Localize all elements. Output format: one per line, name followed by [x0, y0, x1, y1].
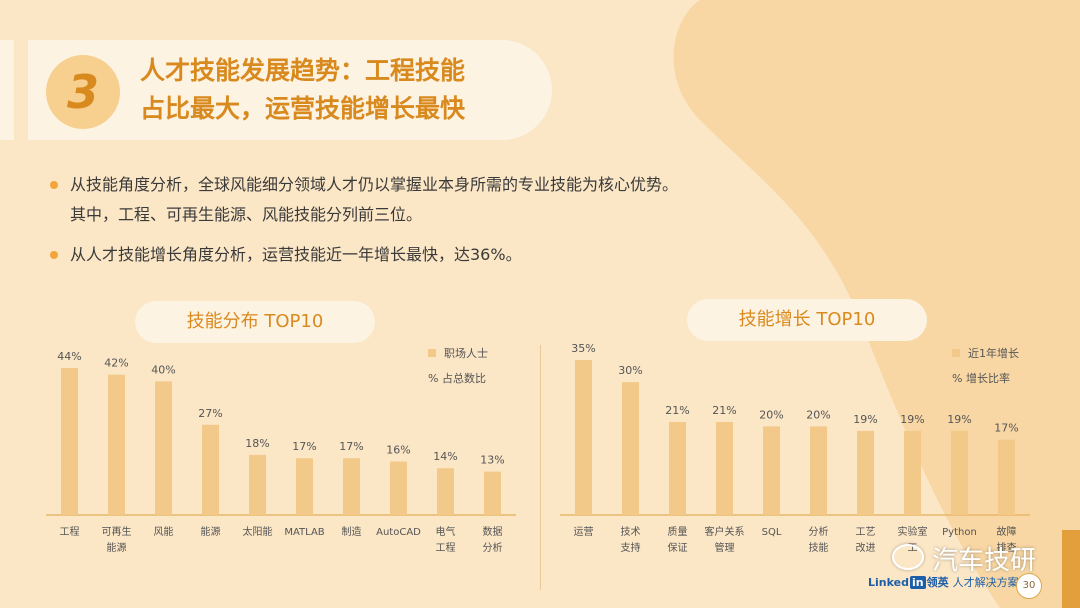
side-accent-strip: [1062, 530, 1080, 608]
chart-1-value-label: 40%: [151, 363, 175, 376]
chart-2-bar: [810, 426, 827, 515]
chart-1-value-label: 14%: [433, 450, 457, 463]
chart-2-value-label: 35%: [571, 342, 595, 355]
chart-1-tick-label: AutoCAD: [376, 527, 421, 538]
chart-2-tick-label: 质量保证: [668, 526, 688, 554]
wechat-icon: [892, 544, 924, 570]
chart-2-legend-label: % 增长比率: [952, 371, 1010, 385]
chart-2-bar: [622, 382, 639, 515]
chart-1-tick-label: 太阳能: [243, 525, 273, 538]
chart-1-value-label: 16%: [386, 444, 410, 457]
chart-1-value-label: 42%: [104, 357, 128, 370]
chart-1-bar: [390, 461, 407, 515]
chart-1-tick-label: 风能: [154, 525, 174, 538]
chart-1-bar: [202, 424, 219, 515]
chart-1-tick-label: 能源: [201, 525, 221, 538]
chart-2-tick-label: 技术支持: [621, 525, 641, 554]
chart-1-tick-label: 可再生能源: [102, 525, 132, 554]
chart-1-bar: [437, 468, 454, 515]
chart-1-value-label: 27%: [198, 407, 222, 420]
chart-2-bar: [669, 422, 686, 515]
chart-2-legend-label: 近1年增长: [968, 346, 1019, 360]
chart-1-tick-label: MATLAB: [284, 527, 324, 538]
chart-2-tick-label: 运营: [574, 525, 594, 538]
chart-1-value-label: 17%: [339, 440, 363, 453]
chart-1-value-label: 13%: [480, 454, 504, 467]
chart-2-bar: [998, 439, 1015, 515]
page-title-line-1: 人才技能发展趋势：工程技能: [140, 56, 466, 85]
chart-divider: [540, 345, 541, 590]
chart-1-legend-label: % 占总数比: [428, 371, 486, 385]
bullet-list: 从技能角度分析，全球风能细分领域人才仍以掌握业本身所需的专业技能为核心优势。 其…: [50, 170, 810, 280]
bullet-text: 从人才技能增长角度分析，运营技能近一年增长最快，达36%。: [70, 245, 522, 264]
chart-1-value-label: 44%: [57, 350, 81, 363]
chart-1-tick-label: 电气工程: [436, 525, 456, 554]
chart-2-title: 技能增长 TOP10: [687, 299, 927, 341]
chart-2-bar: [716, 422, 733, 515]
chart-2-value-label: 30%: [618, 364, 642, 377]
chart-1-bar: [249, 454, 266, 515]
page-title-line-2: 占比最大，运营技能增长最快: [140, 94, 466, 123]
bullet-item: 从技能角度分析，全球风能细分领域人才仍以掌握业本身所需的专业技能为核心优势。 其…: [50, 170, 810, 230]
chart-2-bar: [904, 430, 921, 515]
chart-1-bar: [343, 458, 360, 515]
chart-1-bar: [155, 381, 172, 515]
chart-2-bar: [857, 430, 874, 515]
chart-2-tick-label: 分析技能: [809, 525, 829, 554]
chart-1-tick-label: 工程: [60, 526, 80, 538]
chart-1-bar: [61, 368, 78, 515]
chart-2-tick-label: 故障排查: [997, 525, 1017, 554]
chart-1-value-label: 18%: [245, 437, 269, 450]
chart-2-value-label: 20%: [759, 408, 783, 421]
chart-2-value-label: 21%: [665, 404, 689, 417]
chart-2-bar: [575, 360, 592, 515]
chart-2-value-label: 17%: [994, 422, 1018, 435]
page-number: 30: [1016, 573, 1042, 599]
section-number: 3: [46, 55, 120, 129]
bullet-text: 从技能角度分析，全球风能细分领域人才仍以掌握业本身所需的专业技能为核心优势。 其…: [70, 175, 679, 224]
watermark-text: 汽车技研: [932, 546, 1037, 576]
chart-2-tick-label: Python: [942, 527, 977, 538]
chart-2-tick-label: 工艺改进: [856, 526, 876, 554]
bullet-item: 从人才技能增长角度分析，运营技能近一年增长最快，达36%。: [50, 240, 810, 270]
chart-2-tick-label: SQL: [762, 527, 782, 538]
chart-1-value-label: 17%: [292, 440, 316, 453]
chart-2-tick-label: 客户关系管理: [705, 525, 745, 554]
chart-1-bar: [108, 374, 125, 515]
chart-2-value-label: 19%: [853, 413, 877, 426]
chart-2-value-label: 20%: [806, 408, 830, 421]
chart-2-value-label: 19%: [947, 413, 971, 426]
chart-2-bar: [763, 426, 780, 515]
left-accent-bar: [0, 40, 14, 140]
bullet-dot-icon: [50, 181, 58, 189]
page-title: 人才技能发展趋势：工程技能 占比最大，运营技能增长最快: [140, 52, 540, 128]
chart-2-bar: [951, 430, 968, 515]
bullet-dot-icon: [50, 251, 58, 259]
chart-2-legend-swatch: [952, 349, 960, 357]
chart-1-tick-label: 制造: [342, 525, 362, 538]
chart-2-value-label: 21%: [712, 404, 736, 417]
chart-2-value-label: 19%: [900, 413, 924, 426]
chart-1-bar: [296, 458, 313, 515]
chart-1-bar: [484, 471, 501, 515]
linkedin-logo: Linked in 领英 人才解决方案: [868, 576, 1019, 589]
chart-1-tick-label: 数据分析: [483, 525, 503, 554]
chart-1-title: 技能分布 TOP10: [135, 301, 375, 343]
chart-1-legend-label: 职场人士: [444, 346, 488, 360]
chart-1-legend-swatch: [428, 349, 436, 357]
